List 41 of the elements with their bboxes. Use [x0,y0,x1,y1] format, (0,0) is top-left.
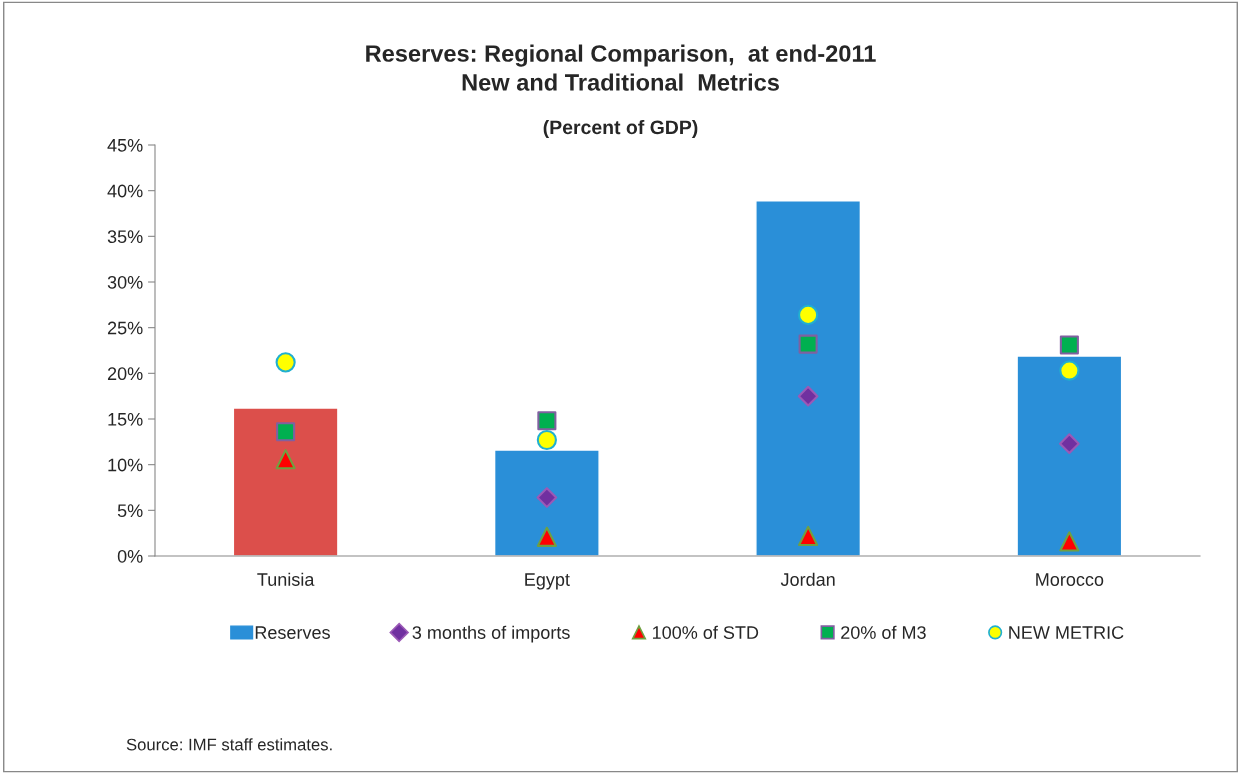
point [798,304,819,325]
legend-label: 3 months of imports [412,625,570,643]
point [798,334,818,354]
bar [1016,355,1123,556]
source-note: Source: IMF staff estimates. [126,738,332,751]
legend-label: Reserves [255,626,330,639]
y-tick-label: 45% [107,139,143,152]
x-tick-label: Jordan [780,572,835,586]
legend-label: NEW METRIC [1009,626,1124,639]
y-tick-label: 20% [107,367,143,381]
bar [232,407,339,556]
point [536,526,557,547]
y-tick-label: 25% [107,321,143,335]
point [798,525,819,546]
point [1059,360,1080,381]
legend-label: 100% of STD [653,625,759,639]
y-tick-label: 40% [107,184,143,198]
y-tick-label: 5% [117,504,143,518]
y-tick-label: 35% [107,230,143,244]
y-tick-label: 30% [107,275,143,289]
y-tick-label: 10% [108,458,143,472]
point [275,449,296,470]
point [537,411,557,431]
bar [493,449,600,556]
point [1059,433,1080,455]
legend-label: 20% of M3 [841,625,926,639]
point [276,422,296,442]
y-tick-label: 15% [108,413,143,426]
point [1059,335,1079,355]
x-tick-label: Tunisia [257,572,315,586]
chart-subtitle: (Percent of GDP) [543,119,698,139]
y-tick-label: 0% [117,549,143,563]
bar [755,200,862,556]
point [536,429,557,451]
point [797,385,819,407]
x-tick-label: Morocco [1036,573,1104,586]
chart-title: Reserves: Regional Comparison, at end-2011 New and Traditional Metrics [366,44,876,91]
point [536,487,558,508]
point [275,352,296,373]
x-tick-label: Egypt [525,573,570,590]
point [1059,531,1080,552]
